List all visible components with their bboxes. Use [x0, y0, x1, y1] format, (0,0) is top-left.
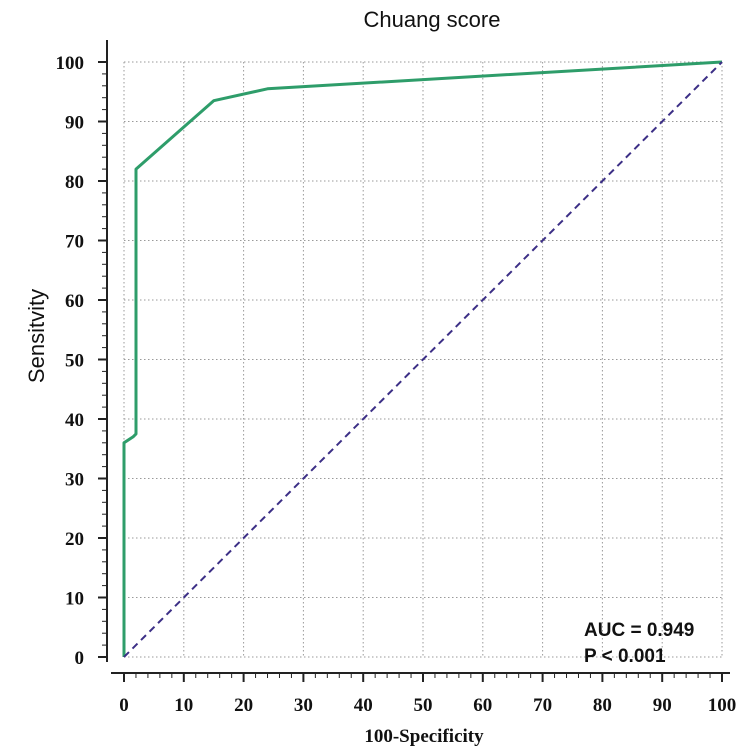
series-layer — [122, 60, 723, 658]
reference-diagonal-line — [123, 61, 723, 658]
auc-annotation: AUC = 0.949 — [584, 620, 694, 641]
roc-curve-line — [122, 60, 723, 657]
x-tick-label: 30 — [294, 695, 313, 716]
y-tick-label: 0 — [75, 648, 85, 669]
x-tick-label: 10 — [174, 695, 193, 716]
y-tick-label: 10 — [65, 589, 84, 610]
x-tick-label: 50 — [414, 695, 433, 716]
x-tick-label: 20 — [234, 695, 253, 716]
x-axis-label: 100-Specificity — [364, 726, 484, 746]
y-tick-label: 100 — [56, 53, 85, 74]
y-tick-label: 60 — [65, 291, 84, 312]
y-tick-label: 70 — [65, 232, 84, 253]
x-tick-label: 0 — [119, 695, 129, 716]
x-tick-label: 100 — [708, 695, 737, 716]
x-tick-label: 60 — [473, 695, 492, 716]
y-tick-label: 40 — [65, 410, 84, 431]
x-tick-label: 90 — [653, 695, 672, 716]
x-tick-label: 70 — [533, 695, 552, 716]
y-tick-label: 80 — [65, 172, 84, 193]
y-tick-label: 20 — [65, 529, 84, 550]
p-value-annotation: P < 0.001 — [584, 646, 666, 667]
y-tick-label: 50 — [65, 351, 84, 372]
y-tick-label: 90 — [65, 113, 84, 134]
x-tick-label: 40 — [354, 695, 373, 716]
axes: 0 10 20 30 40 50 60 70 80 90 100 0 10 20 30 40 50 60 70 80 9… — [56, 40, 737, 716]
x-tick-label: 80 — [593, 695, 612, 716]
y-axis-label: Sensitvity — [24, 289, 49, 383]
y-tick-label: 30 — [65, 470, 84, 491]
chart-title: Chuang score — [364, 7, 501, 32]
